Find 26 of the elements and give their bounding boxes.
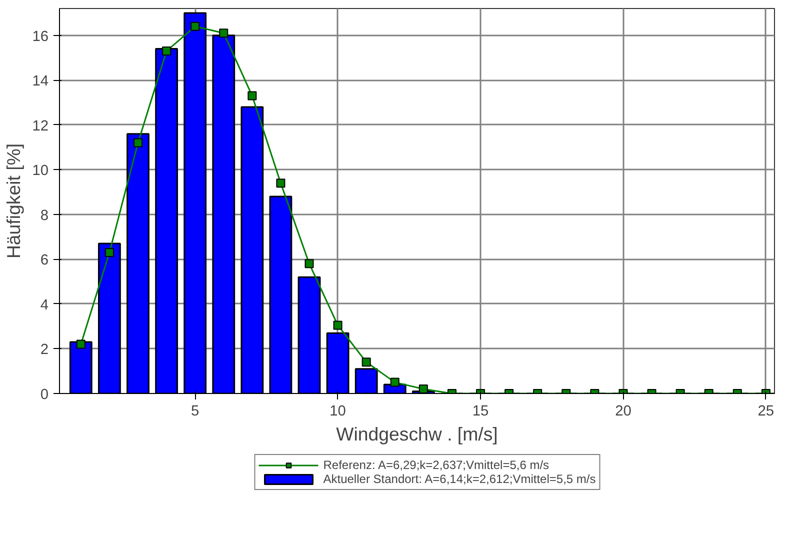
y-tick-label: 0 (40, 387, 49, 403)
y-tick-label: 6 (40, 252, 49, 269)
legend-label: Referenz: A=6,29;k=2,637;Vmittel=5,6 m/s (323, 458, 550, 472)
x-tick-label: 5 (191, 404, 200, 420)
x-tick-label: 25 (758, 404, 774, 420)
point (304, 259, 314, 268)
point (104, 248, 114, 257)
y-axis-title: Häufigkeit [%] (3, 143, 24, 259)
x-axis-title: Windgeschw . [m/s] (336, 424, 498, 444)
point (248, 91, 257, 100)
y-tick-label: 8 (40, 208, 49, 224)
y-tick-label: 14 (32, 74, 49, 90)
y-tick-label: 4 (40, 297, 49, 314)
x-tick-label: 20 (615, 404, 632, 420)
legend-label: Aktueller Standort: A=6,14;k=2,612;Vmittel=5,5 m/s (323, 472, 596, 486)
x-tick-label: 15 (472, 404, 489, 420)
y-tick-label: 12 (32, 118, 49, 134)
x-tick-label: 10 (330, 404, 346, 420)
y-tick-label: 10 (32, 163, 49, 180)
point (190, 22, 200, 31)
point (276, 178, 286, 188)
point (219, 28, 228, 38)
y-tick-label: 2 (40, 342, 49, 358)
point (162, 46, 172, 56)
y-tick-label: 16 (32, 28, 49, 45)
point (133, 138, 142, 148)
